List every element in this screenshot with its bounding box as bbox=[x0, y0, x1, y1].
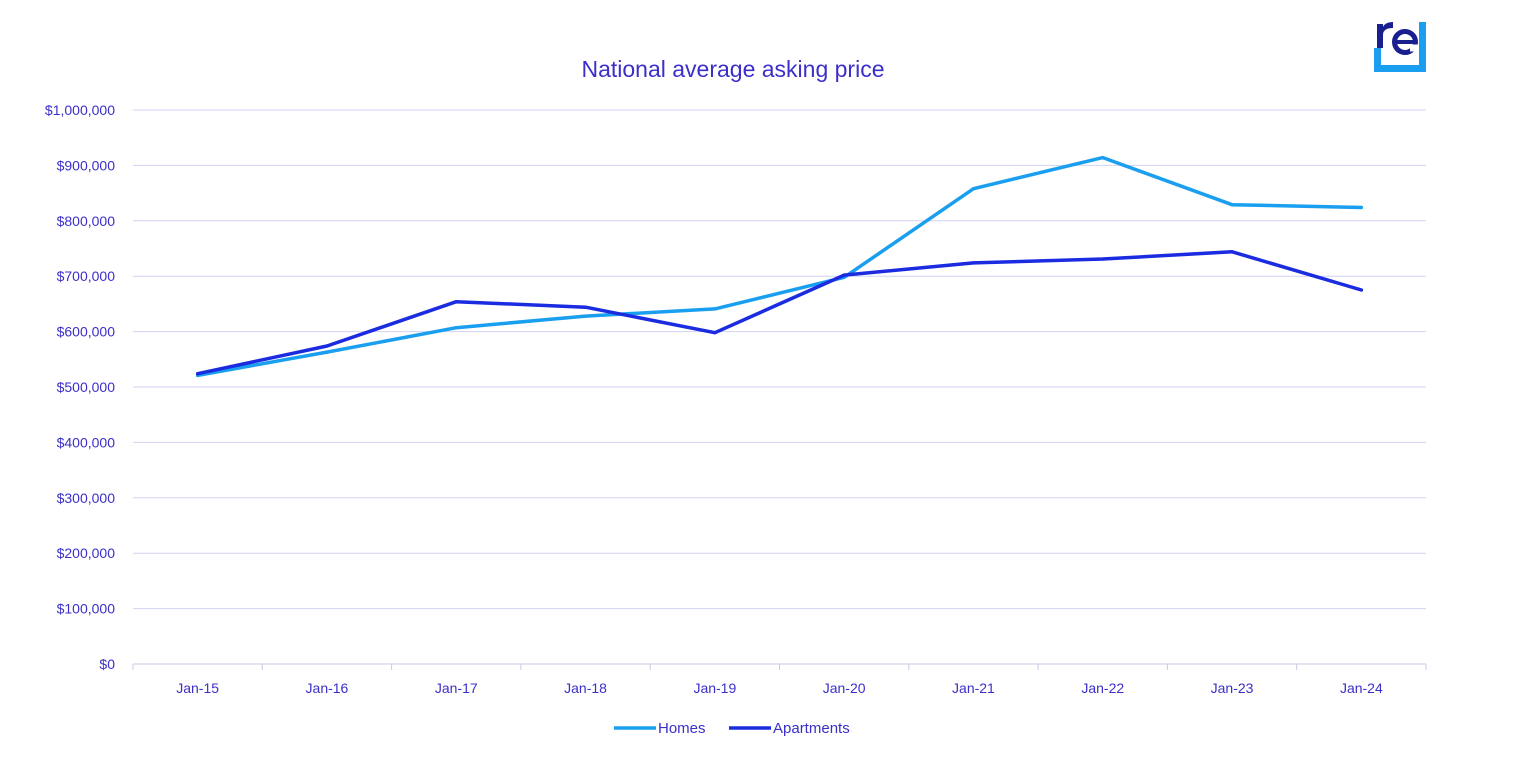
x-tick-label: Jan-17 bbox=[435, 680, 478, 696]
x-axis-tick-labels: Jan-15 Jan-16 Jan-17 Jan-18 Jan-19 Jan-20 Jan-… bbox=[176, 680, 1383, 696]
y-tick-label: $700,000 bbox=[57, 268, 116, 284]
y-axis-tick-labels: $0 $100,000 $200,000 $300,000 $400,000 $500,0… bbox=[45, 102, 115, 672]
x-tick-label: Jan-18 bbox=[564, 680, 607, 696]
data-point-apartments bbox=[196, 372, 200, 376]
x-tick-label: Jan-15 bbox=[176, 680, 219, 696]
series-line-apartments bbox=[195, 250, 1364, 376]
y-tick-label: $100,000 bbox=[57, 601, 116, 617]
x-tick-label: Jan-22 bbox=[1081, 680, 1124, 696]
data-point-homes bbox=[454, 326, 458, 330]
legend-label-apartments: Apartments bbox=[773, 720, 850, 737]
data-point-homes bbox=[713, 307, 717, 311]
data-point-homes bbox=[1101, 156, 1105, 160]
chart-title: National average asking price bbox=[581, 56, 884, 82]
grid-lines bbox=[133, 109, 1426, 610]
x-tick-label: Jan-24 bbox=[1340, 680, 1383, 696]
data-point-apartments bbox=[1359, 288, 1363, 292]
data-point-apartments bbox=[454, 300, 458, 304]
y-tick-label: $300,000 bbox=[57, 490, 116, 506]
data-point-apartments bbox=[713, 331, 717, 335]
data-point-apartments bbox=[842, 273, 846, 277]
data-point-apartments bbox=[971, 261, 976, 265]
data-point-apartments bbox=[1101, 257, 1105, 261]
series-line-homes bbox=[195, 155, 1364, 378]
x-tick-label: Jan-19 bbox=[693, 680, 736, 696]
x-tick-label: Jan-23 bbox=[1211, 680, 1254, 696]
data-point-homes bbox=[1230, 203, 1234, 207]
y-tick-label: $200,000 bbox=[57, 545, 116, 561]
y-tick-label: $1,000,000 bbox=[45, 102, 115, 118]
data-point-homes bbox=[1359, 205, 1363, 210]
x-tick-label: Jan-20 bbox=[823, 680, 866, 696]
data-point-apartments bbox=[583, 305, 588, 309]
legend: Homes Apartments bbox=[614, 720, 850, 737]
y-tick-label: $800,000 bbox=[57, 213, 116, 229]
x-tick-label: Jan-21 bbox=[952, 680, 995, 696]
x-axis bbox=[132, 663, 1427, 670]
data-point-homes bbox=[583, 314, 588, 318]
legend-label-homes: Homes bbox=[658, 720, 706, 737]
y-tick-label: $900,000 bbox=[57, 157, 116, 173]
data-point-apartments bbox=[325, 344, 329, 348]
y-tick-label: $0 bbox=[99, 656, 115, 672]
y-tick-label: $600,000 bbox=[57, 324, 116, 340]
data-point-apartments bbox=[1230, 250, 1234, 254]
series-lines bbox=[195, 155, 1364, 378]
x-tick-label: Jan-16 bbox=[306, 680, 349, 696]
data-point-homes bbox=[325, 350, 329, 354]
data-point-homes bbox=[971, 187, 976, 191]
y-tick-label: $400,000 bbox=[57, 434, 116, 450]
re-logo-icon bbox=[1374, 22, 1426, 72]
y-tick-label: $500,000 bbox=[57, 379, 116, 395]
